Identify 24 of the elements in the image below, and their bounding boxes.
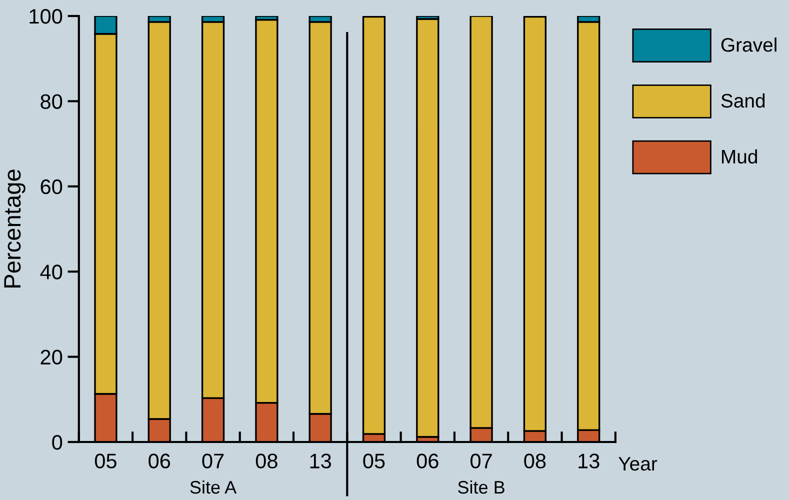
legend-label: Mud bbox=[722, 149, 757, 164]
x-tick-label: 13 bbox=[310, 454, 332, 468]
legend-label: Gravel bbox=[721, 38, 776, 52]
y-axis-title: Percentage bbox=[4, 170, 26, 288]
y-tick-label: 40 bbox=[40, 264, 62, 280]
y-tick-label: 0 bbox=[52, 435, 62, 450]
text: Site A bbox=[190, 480, 237, 494]
x-tick-label: 06 bbox=[416, 454, 438, 468]
x-tick-label: 05 bbox=[363, 454, 385, 468]
y-tick-label: 100 bbox=[30, 9, 62, 24]
y-tick-label: 20 bbox=[40, 350, 62, 365]
x-tick-label: 06 bbox=[148, 454, 170, 468]
text: Site B bbox=[458, 480, 504, 494]
x-axis-title: Year bbox=[618, 457, 658, 471]
y-tick-label: 80 bbox=[40, 94, 62, 109]
x-tick-label: 08 bbox=[256, 454, 278, 468]
x-tick-label: 08 bbox=[524, 454, 546, 468]
x-tick-label: 07 bbox=[202, 454, 224, 468]
x-tick-label: 13 bbox=[578, 454, 600, 468]
x-tick-label: 07 bbox=[470, 454, 492, 468]
x-tick-label: 05 bbox=[94, 454, 116, 468]
y-tick-label: 60 bbox=[40, 179, 62, 194]
legend-label: Sand bbox=[721, 93, 765, 108]
bar bbox=[416, 18, 440, 438]
